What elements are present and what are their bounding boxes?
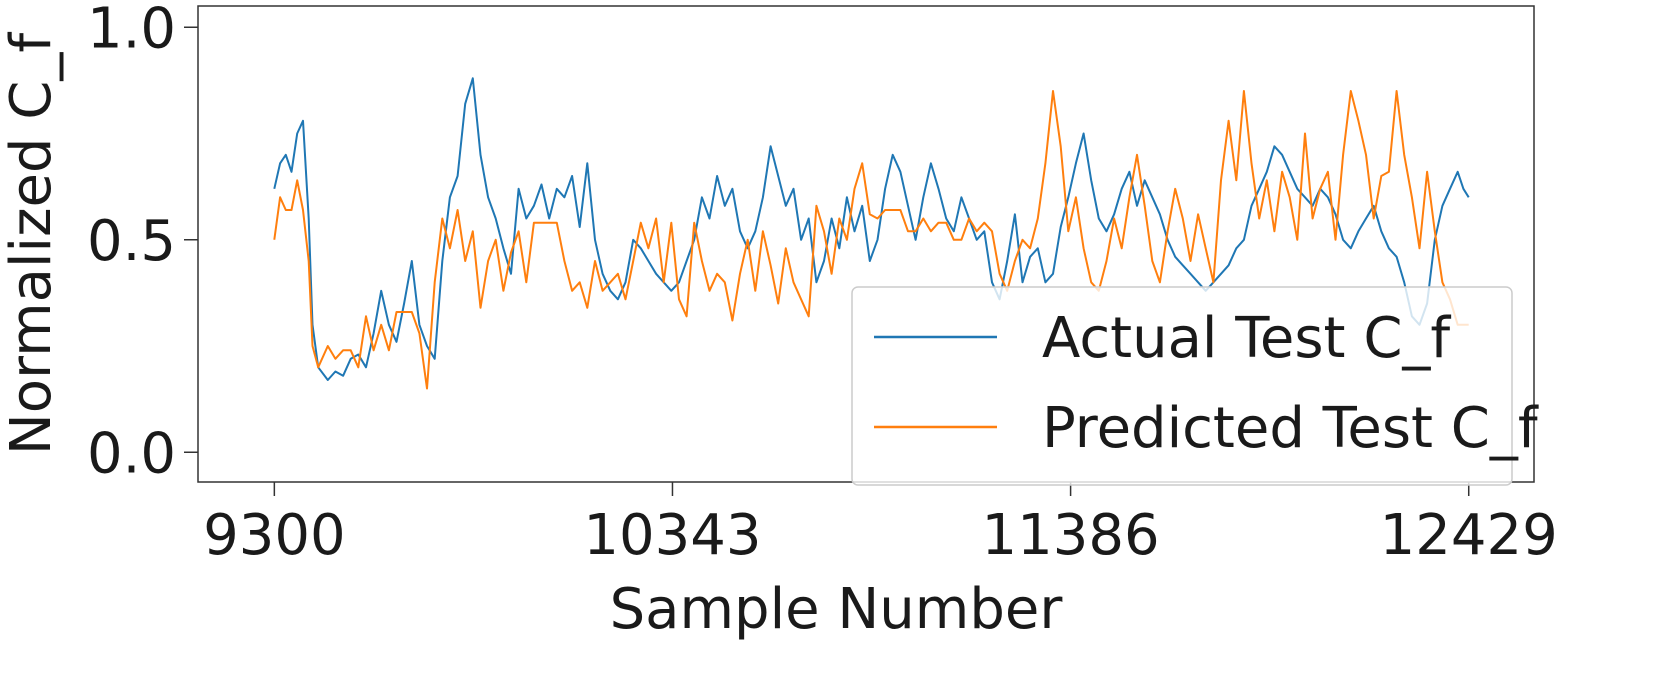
- y-tick-label: 1.0: [87, 0, 176, 61]
- y-axis: 0.0 0.5 1.0: [87, 0, 198, 486]
- legend-label-predicted: Predicted Test C_f: [1042, 396, 1539, 461]
- x-axis-label: Sample Number: [610, 577, 1064, 642]
- x-tick-label: 10343: [583, 503, 761, 568]
- x-tick-label: 9300: [203, 503, 346, 568]
- legend-box: [851, 286, 1513, 486]
- x-tick-label: 11386: [982, 503, 1160, 568]
- y-tick-label: 0.5: [87, 209, 176, 274]
- series-line-actual: [273, 77, 1470, 381]
- legend-label-actual: Actual Test C_f: [1042, 306, 1451, 371]
- x-axis: 9300 10343 11386 12429: [203, 482, 1558, 568]
- series-layer: [273, 77, 1470, 390]
- legend: Actual Test C_f Predicted Test C_f: [851, 286, 1539, 486]
- y-tick-label: 0.0: [87, 421, 176, 486]
- x-tick-label: 12429: [1380, 503, 1558, 568]
- y-axis-label: Normalized C_f: [0, 32, 64, 455]
- series-line-predicted: [273, 90, 1469, 390]
